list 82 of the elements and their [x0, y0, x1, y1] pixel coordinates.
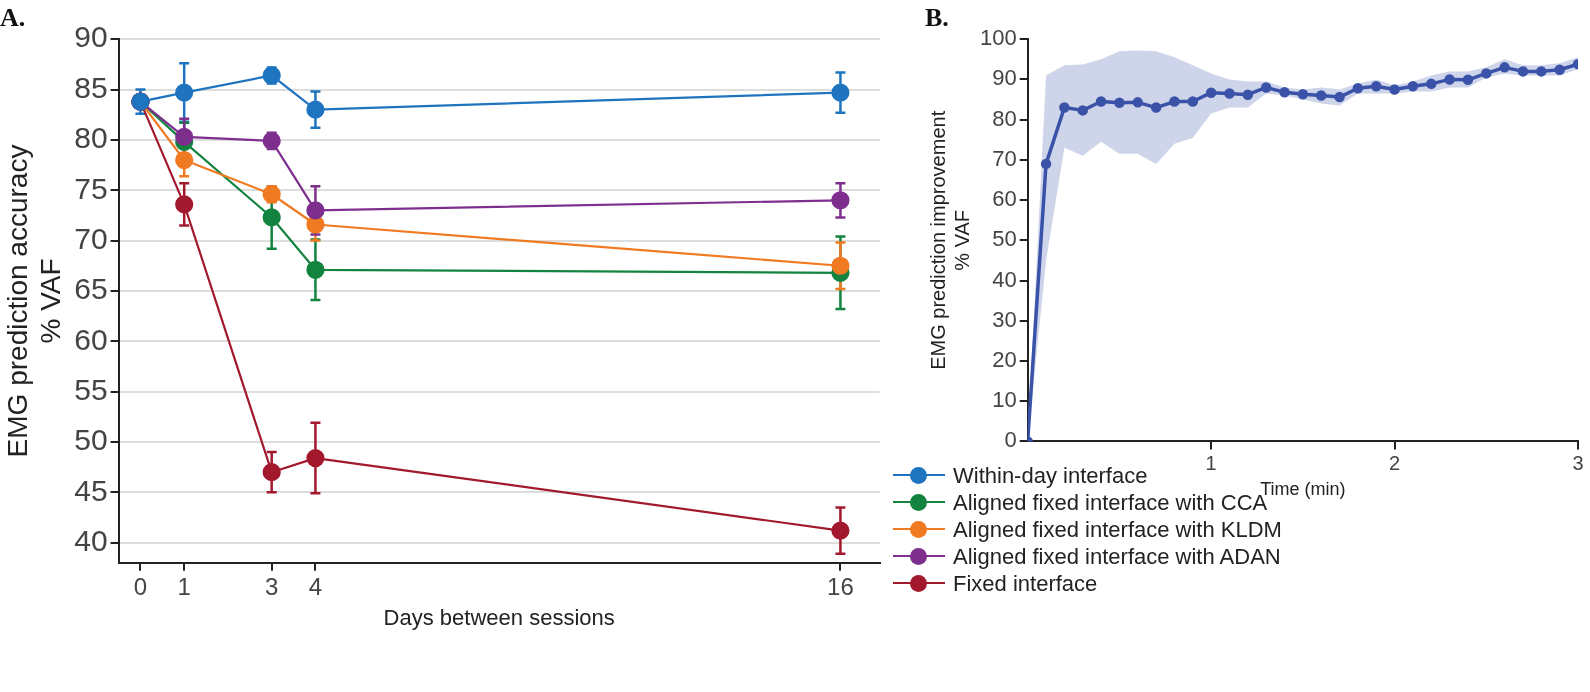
point: [1554, 64, 1565, 76]
point: [1297, 89, 1309, 100]
point: [1481, 68, 1492, 79]
chart-title: A.: [0, 3, 26, 33]
point: [1132, 97, 1144, 108]
point: [1260, 82, 1272, 93]
point: [1279, 87, 1290, 98]
point: [1040, 158, 1052, 170]
y-tick-label: 85: [74, 70, 108, 104]
legend-label: Aligned fixed interface with KLDM: [953, 516, 1282, 543]
y-tick-label: 50: [992, 226, 1017, 252]
x-axis-title: Days between sessions: [383, 604, 615, 630]
point: [831, 191, 850, 210]
point: [1334, 91, 1345, 103]
point: [1407, 81, 1419, 92]
point: [1077, 105, 1088, 116]
legend-label: Within-day interface: [953, 462, 1148, 489]
y-tick-label: 55: [74, 372, 108, 406]
point: [1150, 102, 1162, 113]
point: [175, 150, 194, 170]
point: [306, 201, 325, 220]
x-tick-label: 3: [1572, 451, 1584, 474]
point: [1499, 62, 1510, 73]
point: [1426, 78, 1437, 90]
point: [306, 100, 325, 119]
x-tick-label: 1: [177, 572, 191, 600]
y-tick-label: 70: [992, 145, 1017, 171]
y-tick-label: 75: [74, 171, 108, 205]
y-tick-label: 30: [992, 306, 1017, 332]
y-tick-label: 90: [74, 20, 108, 54]
point: [1114, 97, 1125, 108]
y-tick-label: 40: [74, 523, 108, 557]
y-tick-label: 0: [1004, 427, 1017, 453]
point: [1389, 84, 1400, 95]
point: [175, 127, 194, 146]
x-tick-label: 3: [265, 572, 279, 600]
y-tick-label: 90: [992, 65, 1017, 91]
x-tick-label: 0: [133, 572, 148, 600]
point: [175, 195, 194, 214]
y-tick-label: 100: [979, 25, 1017, 51]
y-tick-label: 10: [992, 387, 1017, 413]
legend-label: Fixed interface: [953, 570, 1098, 597]
point: [1095, 96, 1107, 107]
x-tick-label: 16: [827, 572, 854, 600]
y-tick-label: 50: [74, 423, 108, 457]
point: [1059, 102, 1070, 113]
x-tick-label: 2: [1389, 451, 1401, 474]
y-tick-label: 70: [74, 221, 108, 255]
y-tick-label: 45: [74, 473, 108, 507]
point: [831, 83, 850, 102]
point: [1370, 81, 1382, 92]
chart-title: B.: [925, 3, 949, 33]
y-tick-label: 80: [74, 121, 108, 155]
point: [1444, 74, 1455, 85]
point: [1242, 89, 1254, 100]
x-tick-label: 1: [1205, 451, 1217, 474]
point: [1462, 74, 1474, 86]
y-axis-title: EMG prediction improvement % VAF: [926, 110, 973, 370]
point: [1187, 96, 1199, 107]
x-tick-label: 4: [308, 572, 323, 600]
point: [175, 83, 194, 102]
point: [1169, 96, 1180, 107]
y-tick-label: 40: [992, 266, 1017, 292]
y-axis-title: EMG prediction accuracy % VAF: [1, 144, 67, 458]
y-tick-label: 80: [992, 105, 1017, 131]
point: [1224, 88, 1235, 99]
y-tick-label: 65: [74, 272, 108, 306]
point: [1315, 90, 1327, 101]
point: [262, 208, 281, 227]
y-tick-label: 60: [992, 186, 1017, 212]
point: [1536, 66, 1547, 77]
y-tick-label: 20: [992, 347, 1017, 373]
point: [1517, 66, 1529, 77]
y-tick-label: 60: [74, 322, 108, 356]
point: [1352, 83, 1364, 94]
point: [1205, 87, 1217, 98]
point: [306, 448, 325, 468]
point: [831, 521, 850, 540]
point: [306, 260, 325, 279]
point: [262, 463, 281, 482]
point: [831, 256, 850, 275]
legend-label: Aligned fixed interface with ADAN: [953, 543, 1281, 570]
